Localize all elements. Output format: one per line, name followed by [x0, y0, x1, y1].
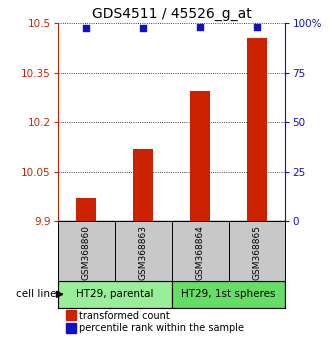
- Text: GSM368865: GSM368865: [252, 225, 261, 280]
- Point: [197, 24, 203, 30]
- Bar: [58, 221, 115, 281]
- Bar: [76, 198, 96, 221]
- Point: [141, 25, 146, 31]
- Bar: [133, 149, 153, 221]
- Title: GDS4511 / 45526_g_at: GDS4511 / 45526_g_at: [92, 7, 251, 21]
- Point: [83, 25, 89, 31]
- Bar: [247, 38, 267, 221]
- Text: GSM368860: GSM368860: [82, 225, 91, 280]
- Bar: [172, 221, 228, 281]
- Text: HT29, 1st spheres: HT29, 1st spheres: [181, 289, 276, 299]
- Text: GSM368863: GSM368863: [139, 225, 148, 280]
- Bar: [58, 281, 172, 308]
- Bar: [172, 281, 285, 308]
- Legend: transformed count, percentile rank within the sample: transformed count, percentile rank withi…: [67, 311, 244, 333]
- Bar: [228, 221, 285, 281]
- Bar: [190, 91, 210, 221]
- Text: GSM368864: GSM368864: [196, 225, 205, 280]
- Text: cell line: cell line: [16, 289, 57, 299]
- Text: HT29, parental: HT29, parental: [76, 289, 153, 299]
- Point: [254, 24, 260, 29]
- Bar: [115, 221, 172, 281]
